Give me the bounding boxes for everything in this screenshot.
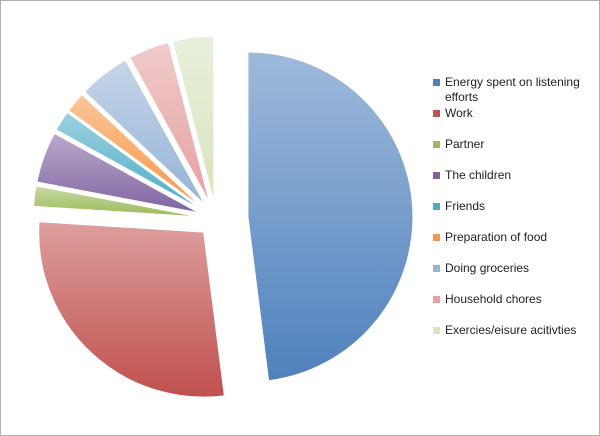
legend-label: Energy spent on listening efforts — [445, 75, 580, 104]
legend-item: Exercies/eisure acitivties — [431, 323, 591, 354]
legend-swatch — [433, 172, 440, 179]
legend-label: Work — [445, 106, 473, 120]
pie-slice — [32, 185, 199, 218]
legend-swatch — [433, 234, 440, 241]
legend-swatch — [433, 203, 440, 210]
legend-label: The children — [445, 168, 512, 182]
legend-item: Preparation of food — [431, 230, 591, 261]
legend-label: Household chores — [445, 292, 542, 306]
legend-label: Preparation of food — [445, 230, 548, 244]
legend-label: Doing groceries — [445, 261, 530, 275]
pie-slice — [55, 111, 202, 210]
pie-slice — [129, 41, 210, 203]
legend-item: Partner — [431, 137, 591, 168]
pie-slice — [83, 59, 206, 206]
pie-slice — [67, 93, 203, 208]
legend-swatch — [433, 265, 440, 272]
legend-swatch — [433, 110, 440, 117]
legend-swatch — [433, 296, 440, 303]
legend-item: Energy spent on listening efforts — [431, 75, 591, 106]
legend-label: Partner — [445, 137, 485, 151]
legend-label: Exercies/eisure acitivties — [445, 323, 577, 337]
pie-slice — [172, 35, 215, 202]
legend-item: Doing groceries — [431, 261, 591, 292]
pie-slice — [38, 221, 225, 398]
pie-slice — [36, 132, 200, 214]
legend-item: The children — [431, 168, 591, 199]
legend-swatch — [433, 327, 440, 334]
legend-item: Work — [431, 106, 591, 137]
pie-slice — [247, 51, 414, 382]
legend-label: Friends — [445, 199, 486, 213]
legend-swatch — [433, 141, 440, 148]
legend: Energy spent on listening efforts Work Par… — [431, 75, 591, 354]
legend-swatch — [433, 79, 440, 86]
legend-item: Friends — [431, 199, 591, 230]
legend-item: Household chores — [431, 292, 591, 323]
